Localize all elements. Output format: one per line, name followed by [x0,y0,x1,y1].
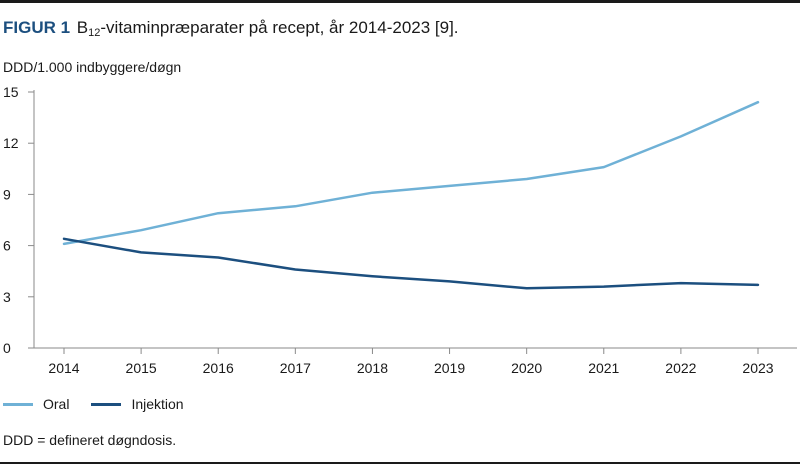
footnote: DDD = defineret døgndosis. [3,432,177,448]
legend: Oral Injektion [3,396,206,412]
top-rule [0,0,800,3]
y-axis-label: DDD/1.000 indbyggere/døgn [3,59,182,75]
legend-label: Injektion [131,396,184,412]
x-tick-label: 2017 [280,360,311,376]
legend-swatch [91,402,122,406]
series-line-injektion [62,237,760,290]
legend-item-oral: Oral [3,396,69,412]
x-tick-label: 2020 [511,360,542,376]
line-chart: 0 3 6 9 12 15 2014 2015 2016 2017 2018 2019 2020 2021… [3,84,797,376]
x-tick-label: 2014 [48,360,79,376]
y-tick-label: 0 [3,340,11,356]
figure-label: FIGUR 1 [3,18,71,37]
title-text: -vitaminpræparater på recept, år 2014-20… [100,18,459,37]
x-tick-label: 2015 [126,360,157,376]
title-subscript: 12 [88,27,101,39]
title-prefix: B [76,18,89,37]
x-tick-label: 2021 [588,360,619,376]
legend-item-injektion: Injektion [91,396,184,412]
x-tick-label: 2022 [665,360,696,376]
bottom-rule [0,462,800,464]
y-tick-label: 12 [3,135,19,151]
x-tick-label: 2019 [434,360,465,376]
y-tick-label: 3 [3,289,11,305]
x-tick-label: 2023 [742,360,773,376]
figure-title: FIGUR 1 B12-vitaminpræparater på recept,… [3,18,459,39]
y-tick-label: 6 [3,238,11,254]
y-tick-label: 15 [3,84,19,100]
x-tick-label: 2018 [357,360,388,376]
legend-label: Oral [43,396,70,412]
y-tick-label: 9 [3,186,11,202]
legend-swatch [3,402,33,406]
x-tick-label: 2016 [203,360,234,376]
series-line-oral [62,100,760,246]
